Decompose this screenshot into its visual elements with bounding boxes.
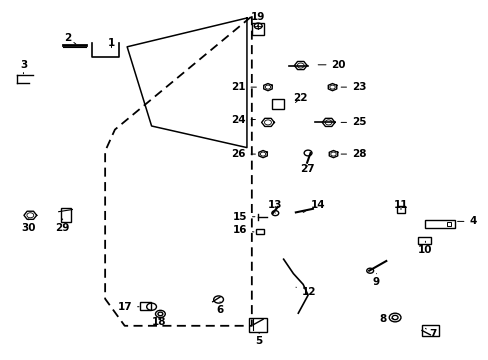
Text: 2: 2 [64,33,76,44]
Text: 27: 27 [299,164,314,174]
Bar [61,208,71,222]
Text: 7: 7 [425,328,436,339]
Text: 1: 1 [108,38,115,48]
Bar [425,220,454,228]
Text: 18: 18 [151,317,166,327]
Text: 22: 22 [293,93,307,103]
Text: 5: 5 [255,333,262,346]
Text: 29: 29 [55,219,70,233]
Bar [446,221,450,226]
Text: 24: 24 [230,114,255,125]
Text: 8: 8 [378,314,392,324]
Text: 19: 19 [250,12,264,27]
Text: 13: 13 [267,200,282,213]
Text: 16: 16 [232,225,253,235]
Text: 6: 6 [216,302,223,315]
Text: 9: 9 [372,274,379,287]
Bar [421,325,438,336]
Text: 28: 28 [341,149,366,159]
Text: 15: 15 [232,212,254,222]
Text: 12: 12 [295,287,316,297]
Text: 30: 30 [21,219,36,233]
Text: 3: 3 [20,60,27,74]
Text: 4: 4 [457,216,476,226]
Bar [417,237,430,244]
Text: 14: 14 [303,200,325,212]
Text: 11: 11 [393,200,407,210]
Bar [252,22,264,35]
Bar [271,99,283,109]
Text: 25: 25 [341,117,366,127]
Text: 20: 20 [318,60,346,70]
Text: 17: 17 [117,302,139,312]
Bar [140,302,151,310]
Text: 23: 23 [341,82,366,92]
Bar [256,229,264,234]
Bar [396,206,404,213]
Text: 26: 26 [230,149,255,159]
Text: 21: 21 [230,82,256,92]
Bar [248,318,267,332]
Text: 10: 10 [417,241,432,255]
